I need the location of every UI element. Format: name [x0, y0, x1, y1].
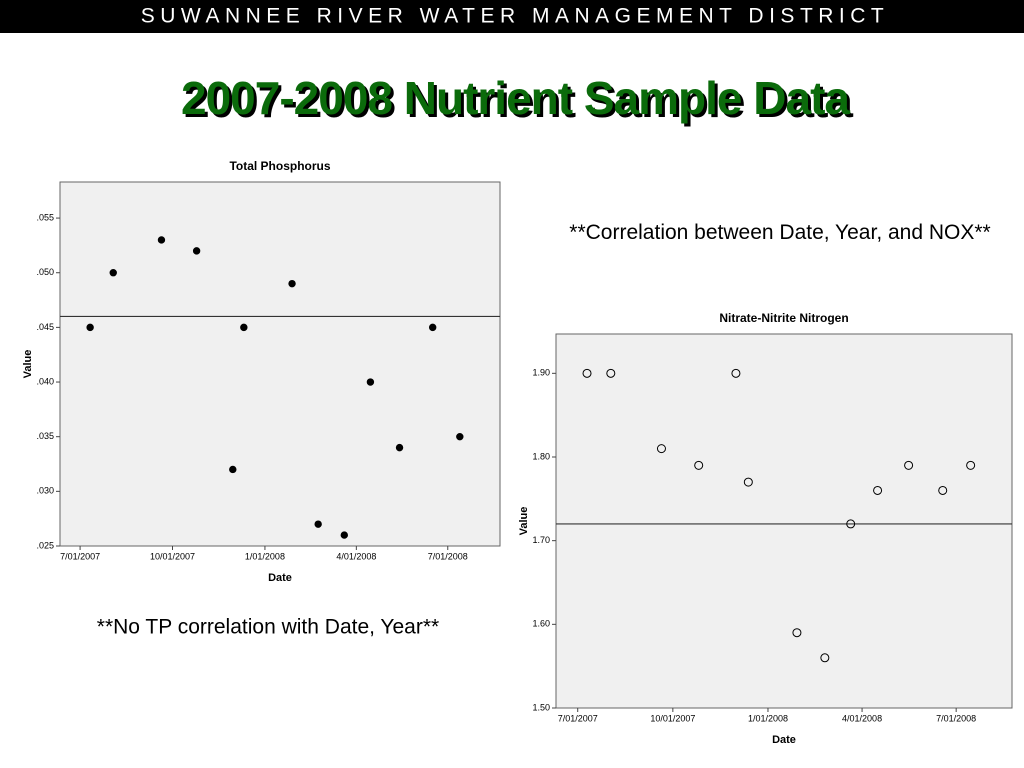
point — [456, 432, 464, 441]
x-tick-label: 4/01/2008 — [336, 551, 376, 561]
point — [86, 323, 94, 332]
x-tick-label: 4/01/2008 — [842, 713, 882, 723]
plot-area — [59, 181, 501, 547]
point — [288, 279, 296, 288]
x-tick-label: 7/01/2007 — [60, 551, 100, 561]
header-bar — [0, 0, 1024, 33]
point — [966, 460, 976, 470]
point — [192, 247, 201, 255]
y-tick-label: .040 — [36, 376, 54, 386]
y-tick-label: 1.90 — [532, 368, 550, 378]
point — [240, 323, 248, 332]
x-tick-label: 7/01/2008 — [428, 551, 468, 561]
y-tick-label: 1.80 — [532, 451, 550, 461]
point — [873, 485, 883, 495]
y-tick-label: 1.50 — [532, 702, 550, 712]
point — [366, 378, 375, 386]
point — [846, 519, 856, 529]
y-axis-label: Value — [518, 507, 530, 536]
point — [157, 236, 166, 244]
x-tick-label: 1/01/2008 — [748, 713, 788, 723]
x-axis-label: Date — [772, 734, 796, 746]
y-axis-label: Value — [22, 350, 34, 379]
point — [428, 323, 437, 332]
y-tick-label: .045 — [36, 322, 54, 332]
point — [606, 368, 616, 378]
point — [938, 485, 948, 495]
y-tick-label: .030 — [36, 486, 54, 496]
y-tick-label: 1.60 — [532, 619, 550, 629]
title-shadow: 2007-2008 Nutrient Sample Data — [184, 75, 853, 127]
point — [109, 269, 117, 277]
point — [792, 628, 802, 638]
note-box: **Correlation between Date, Year, and NO… — [569, 221, 991, 244]
note: **Correlation between Date, Year, and NO… — [569, 221, 991, 244]
y-tick-label: .035 — [36, 431, 54, 441]
y-tick-label: .055 — [36, 212, 54, 222]
x-tick-label: 10/01/2007 — [150, 551, 195, 561]
point — [820, 653, 830, 663]
point — [582, 368, 592, 378]
x-tick-label: 1/01/2008 — [245, 551, 285, 561]
header: SUWANNEE RIVER WATER MANAGEMENT DISTRICT — [141, 5, 890, 28]
point — [395, 443, 404, 452]
point — [904, 460, 914, 470]
x-tick-label: 7/01/2007 — [558, 713, 598, 723]
chart-title: Total Phosphorus — [229, 159, 330, 173]
point — [656, 444, 666, 454]
note: **No TP correlation with Date, Year** — [97, 616, 439, 639]
title: 2007-2008 Nutrient Sample Data — [181, 72, 850, 124]
point — [229, 465, 237, 474]
point — [731, 368, 741, 378]
x-tick-label: 10/01/2007 — [650, 713, 695, 723]
x-axis-label: Date — [268, 572, 292, 584]
point — [743, 477, 753, 487]
y-tick-label: 1.70 — [532, 535, 550, 545]
y-tick-label: .050 — [36, 267, 54, 277]
chart-title: Nitrate-Nitrite Nitrogen — [719, 311, 848, 325]
plot-area — [555, 333, 1013, 709]
y-tick-label: .025 — [36, 540, 54, 550]
point — [314, 520, 322, 528]
point — [340, 531, 348, 539]
point — [694, 460, 704, 470]
x-tick-label: 7/01/2008 — [936, 713, 976, 723]
